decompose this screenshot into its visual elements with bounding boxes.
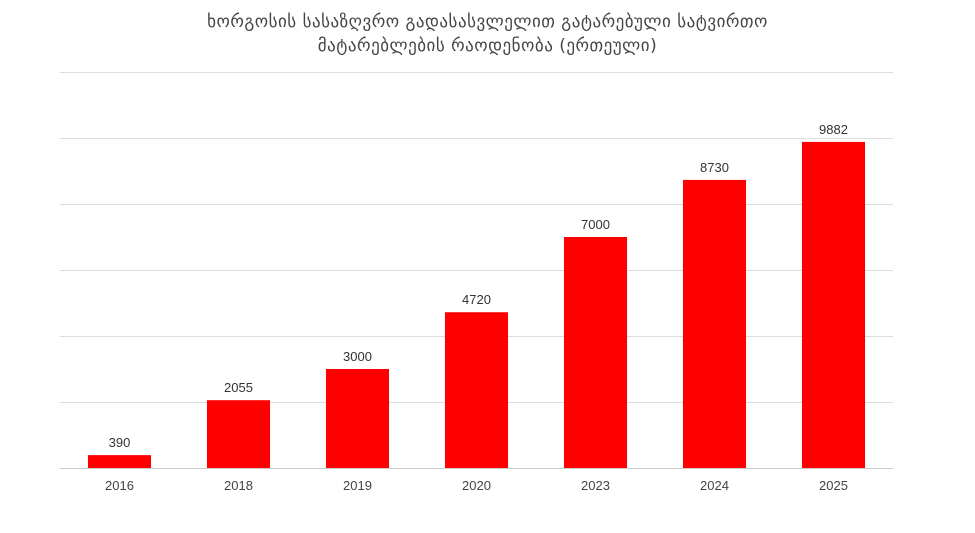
- bar-2018: [206, 400, 271, 468]
- x-tick-2024: 2024: [700, 478, 729, 493]
- x-tick-2025: 2025: [819, 478, 848, 493]
- bar-2025: [801, 141, 866, 469]
- data-label-2020: 4720: [462, 292, 491, 307]
- chart-title-line-2: მატარებლების რაოდენობა (ერთეული): [317, 36, 658, 56]
- bar-2020: [444, 312, 509, 468]
- bars: [87, 141, 866, 469]
- data-label-2016: 390: [109, 435, 131, 450]
- x-tick-2016: 2016: [105, 478, 134, 493]
- data-label-2024: 8730: [700, 160, 729, 175]
- data-labels: 390 2055 3000 4720 7000 8730 9882: [109, 122, 848, 450]
- x-tick-labels: 2016 2018 2019 2020 2023 2024 2025: [105, 478, 848, 493]
- chart-title: ხორგოსის სასაზღვრო გადასასვლელით გატარებ…: [0, 10, 975, 58]
- x-tick-2023: 2023: [581, 478, 610, 493]
- bar-2024: [682, 179, 747, 468]
- bar-2019: [325, 369, 390, 468]
- data-label-2018: 2055: [224, 380, 253, 395]
- x-tick-2019: 2019: [343, 478, 372, 493]
- bar-2023: [563, 237, 628, 468]
- x-tick-2020: 2020: [462, 478, 491, 493]
- chart-title-line-1: ხორგოსის სასაზღვრო გადასასვლელით გატარებ…: [207, 12, 768, 32]
- data-label-2019: 3000: [343, 349, 372, 364]
- data-label-2025: 9882: [819, 122, 848, 137]
- gridlines: [60, 72, 893, 469]
- data-label-2023: 7000: [581, 217, 610, 232]
- bar-2016: [87, 455, 152, 468]
- x-tick-2018: 2018: [224, 478, 253, 493]
